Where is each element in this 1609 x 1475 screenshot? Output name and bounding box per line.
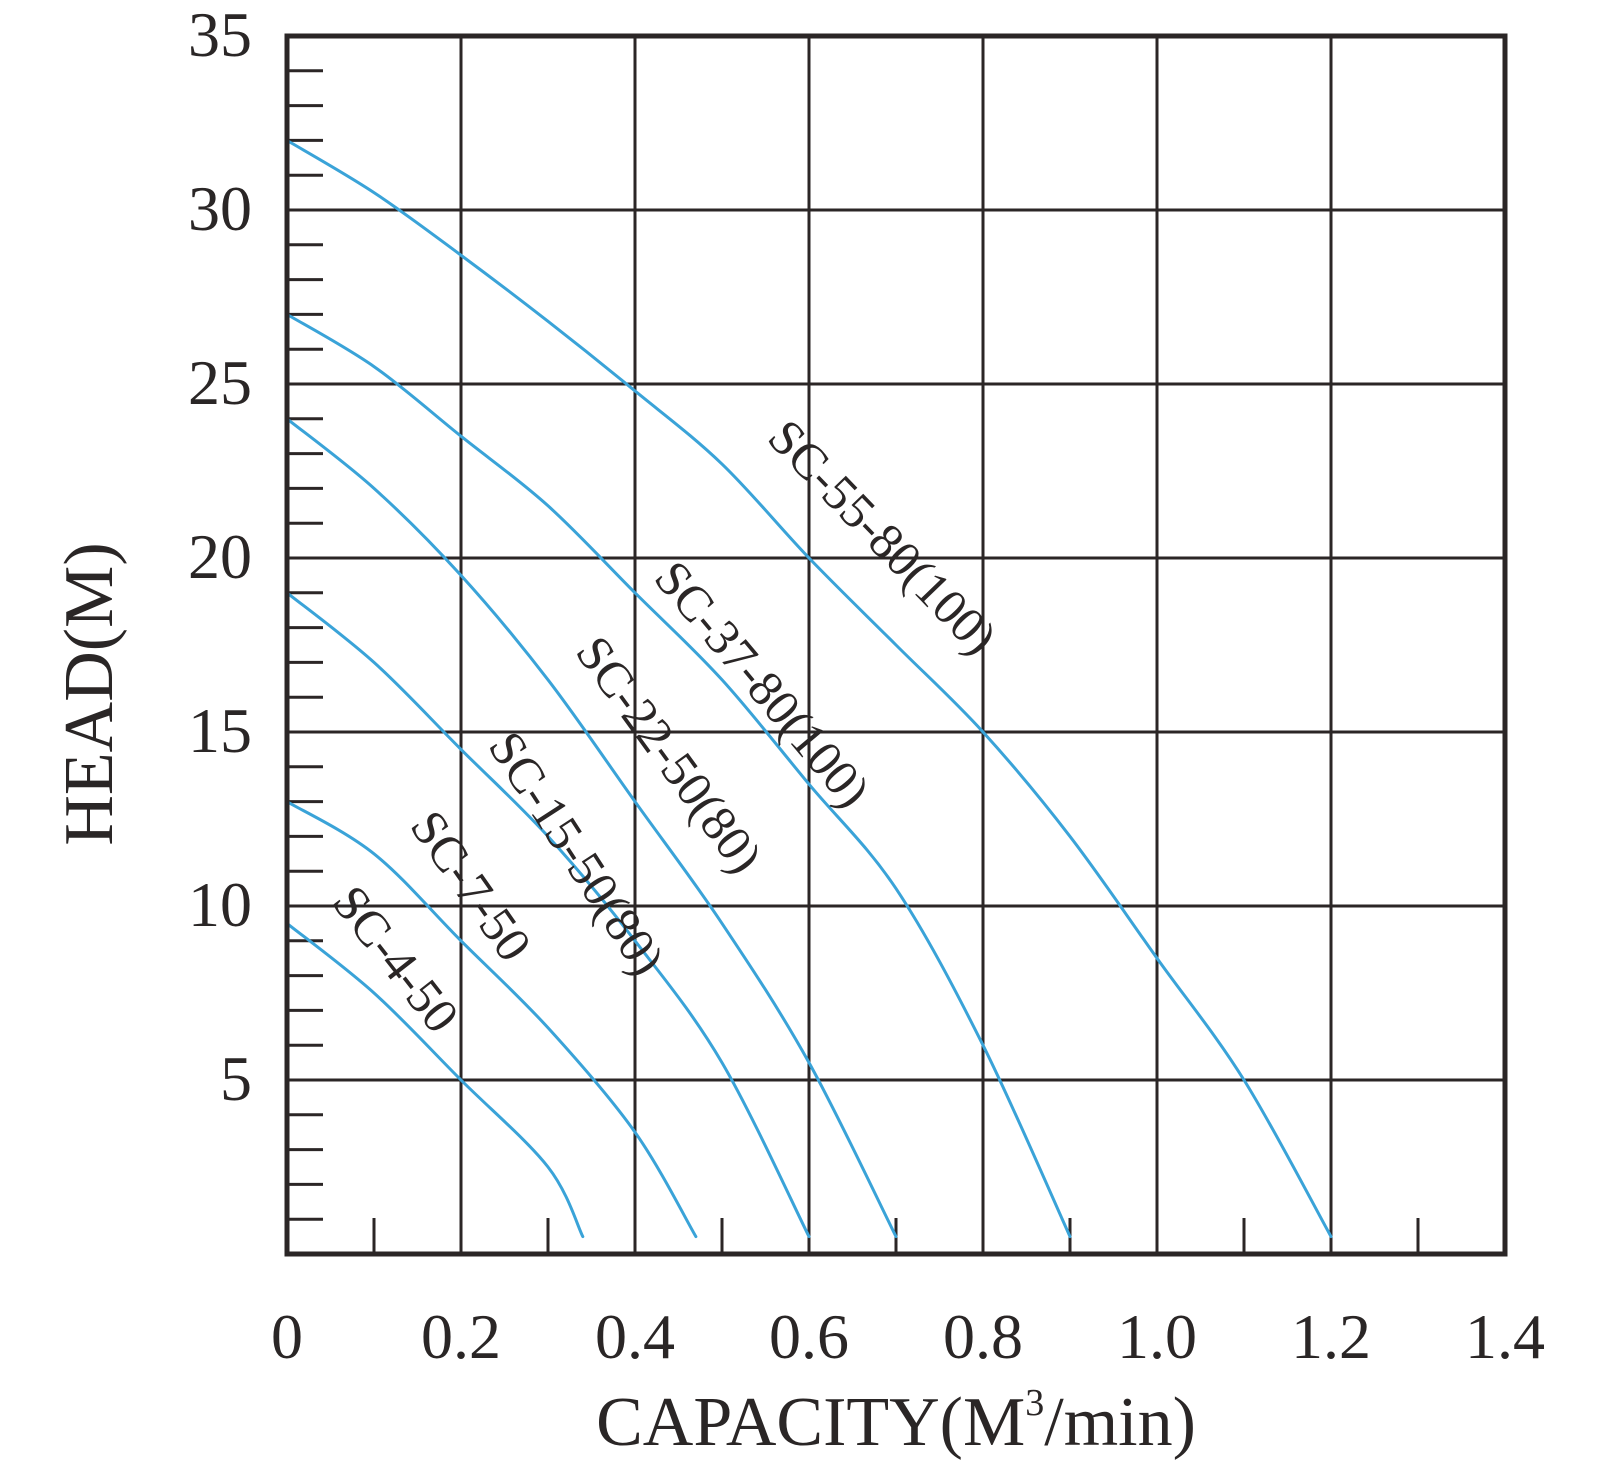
x-axis-title: CAPACITY(M3/min) (596, 1382, 1196, 1461)
series-line-4 (285, 800, 698, 1239)
grid (287, 36, 1505, 1254)
y-tick-label: 30 (188, 173, 252, 244)
x-tick-label: 0.8 (943, 1301, 1023, 1372)
x-tick-label: 0.4 (595, 1301, 675, 1372)
minor-ticks (287, 69, 1420, 1254)
x-tick-label: 1.0 (1117, 1301, 1197, 1372)
y-tick-label: 20 (188, 521, 252, 592)
x-tick-label: 1.4 (1465, 1301, 1545, 1372)
x-axis-title-superscript: 3 (1025, 1382, 1044, 1424)
series-labels: SC-55-80(100)SC-37-80(100)SC-22-50(80)SC… (322, 408, 1008, 1042)
y-axis-title: HEAD(M) (51, 542, 128, 845)
x-axis-title-main: CAPACITY(M (596, 1384, 1025, 1461)
x-tick-label: 0.6 (769, 1301, 849, 1372)
series-line-3 (285, 591, 811, 1239)
plot-frame (284, 33, 1508, 1257)
series-line-1 (285, 312, 1072, 1239)
series-line-5 (285, 921, 585, 1239)
series-line-0 (285, 138, 1333, 1239)
y-tick-label: 5 (220, 1043, 252, 1114)
y-tick-labels: 5 10 15 20 25 30 35 (188, 0, 252, 1114)
curves (285, 138, 1333, 1239)
y-tick-label: 10 (188, 869, 252, 940)
y-tick-label: 15 (188, 695, 252, 766)
x-tick-label: 0.2 (421, 1301, 501, 1372)
x-axis-title-suffix: /min) (1044, 1384, 1196, 1461)
x-tick-label: 1.2 (1291, 1301, 1371, 1372)
y-tick-label: 25 (188, 347, 252, 418)
y-tick-label: 35 (188, 0, 252, 70)
series-label: SC-55-80(100) (758, 408, 1009, 665)
x-tick-labels: 0 0.2 0.4 0.6 0.8 1.0 1.2 1.4 (271, 1301, 1545, 1372)
x-tick-label: 0 (271, 1301, 303, 1372)
series-line-2 (285, 417, 898, 1239)
